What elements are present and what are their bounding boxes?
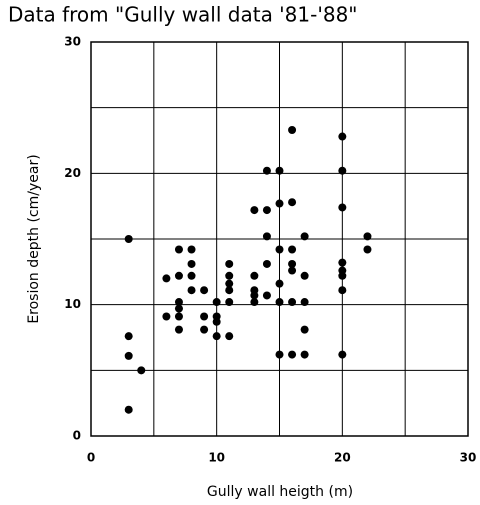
data-point — [288, 198, 297, 207]
data-point — [363, 245, 372, 254]
data-point — [124, 351, 133, 360]
data-point — [162, 274, 171, 283]
data-point — [288, 266, 297, 275]
data-point — [174, 325, 183, 334]
data-point — [174, 312, 183, 321]
data-point — [250, 206, 259, 215]
x-tick-label: 30 — [460, 451, 477, 465]
data-point — [288, 245, 297, 254]
data-point — [225, 286, 234, 295]
data-point — [225, 279, 234, 288]
y-tick-label: 30 — [64, 35, 81, 49]
data-point — [200, 312, 209, 321]
data-point — [187, 286, 196, 295]
x-axis-label: Gully wall heigth (m) — [207, 484, 353, 500]
data-point — [174, 271, 183, 280]
data-point — [250, 291, 259, 300]
data-point — [250, 271, 259, 280]
data-point — [275, 199, 284, 208]
data-point — [338, 132, 347, 141]
data-point — [338, 166, 347, 175]
data-point — [338, 271, 347, 280]
data-point — [187, 259, 196, 268]
data-point — [275, 350, 284, 359]
data-point — [338, 203, 347, 212]
x-tick-label: 0 — [87, 451, 95, 465]
data-point — [250, 298, 259, 307]
data-point — [363, 232, 372, 241]
data-point — [288, 298, 297, 307]
data-point — [338, 286, 347, 295]
data-point — [137, 366, 146, 375]
data-point — [300, 271, 309, 280]
data-point — [262, 259, 271, 268]
data-point — [124, 405, 133, 414]
data-point — [174, 245, 183, 254]
data-point — [225, 298, 234, 307]
data-point — [225, 259, 234, 268]
data-point — [200, 286, 209, 295]
data-point — [275, 245, 284, 254]
chart-title: Data from "Gully wall data '81-'88" — [8, 3, 358, 27]
data-point — [225, 271, 234, 280]
data-point — [200, 325, 209, 334]
y-axis-label: Erosion depth (cm/year) — [26, 154, 42, 323]
data-point — [262, 291, 271, 300]
x-tick-label: 10 — [208, 451, 225, 465]
data-point — [275, 166, 284, 175]
y-tick-label: 20 — [64, 166, 81, 180]
data-point — [288, 259, 297, 268]
data-point — [338, 258, 347, 267]
data-point — [225, 332, 234, 341]
data-point — [187, 271, 196, 280]
data-point — [300, 298, 309, 307]
x-tick-label: 20 — [334, 451, 351, 465]
data-point — [262, 232, 271, 241]
data-point — [300, 350, 309, 359]
data-point — [275, 279, 284, 288]
data-point — [262, 166, 271, 175]
data-point — [288, 125, 297, 134]
data-point — [212, 298, 221, 307]
y-tick-label: 10 — [64, 297, 81, 311]
data-point — [212, 317, 221, 326]
data-point — [174, 298, 183, 307]
data-point — [275, 298, 284, 307]
data-point — [300, 325, 309, 334]
data-point — [288, 350, 297, 359]
data-point — [124, 235, 133, 243]
data-point — [300, 232, 309, 241]
data-point — [162, 312, 171, 321]
y-tick-label: 0 — [73, 429, 81, 443]
data-point — [187, 245, 196, 254]
data-point — [262, 206, 271, 215]
data-point — [212, 332, 221, 341]
data-point — [174, 304, 183, 313]
data-point — [124, 332, 133, 341]
data-point — [338, 350, 347, 359]
